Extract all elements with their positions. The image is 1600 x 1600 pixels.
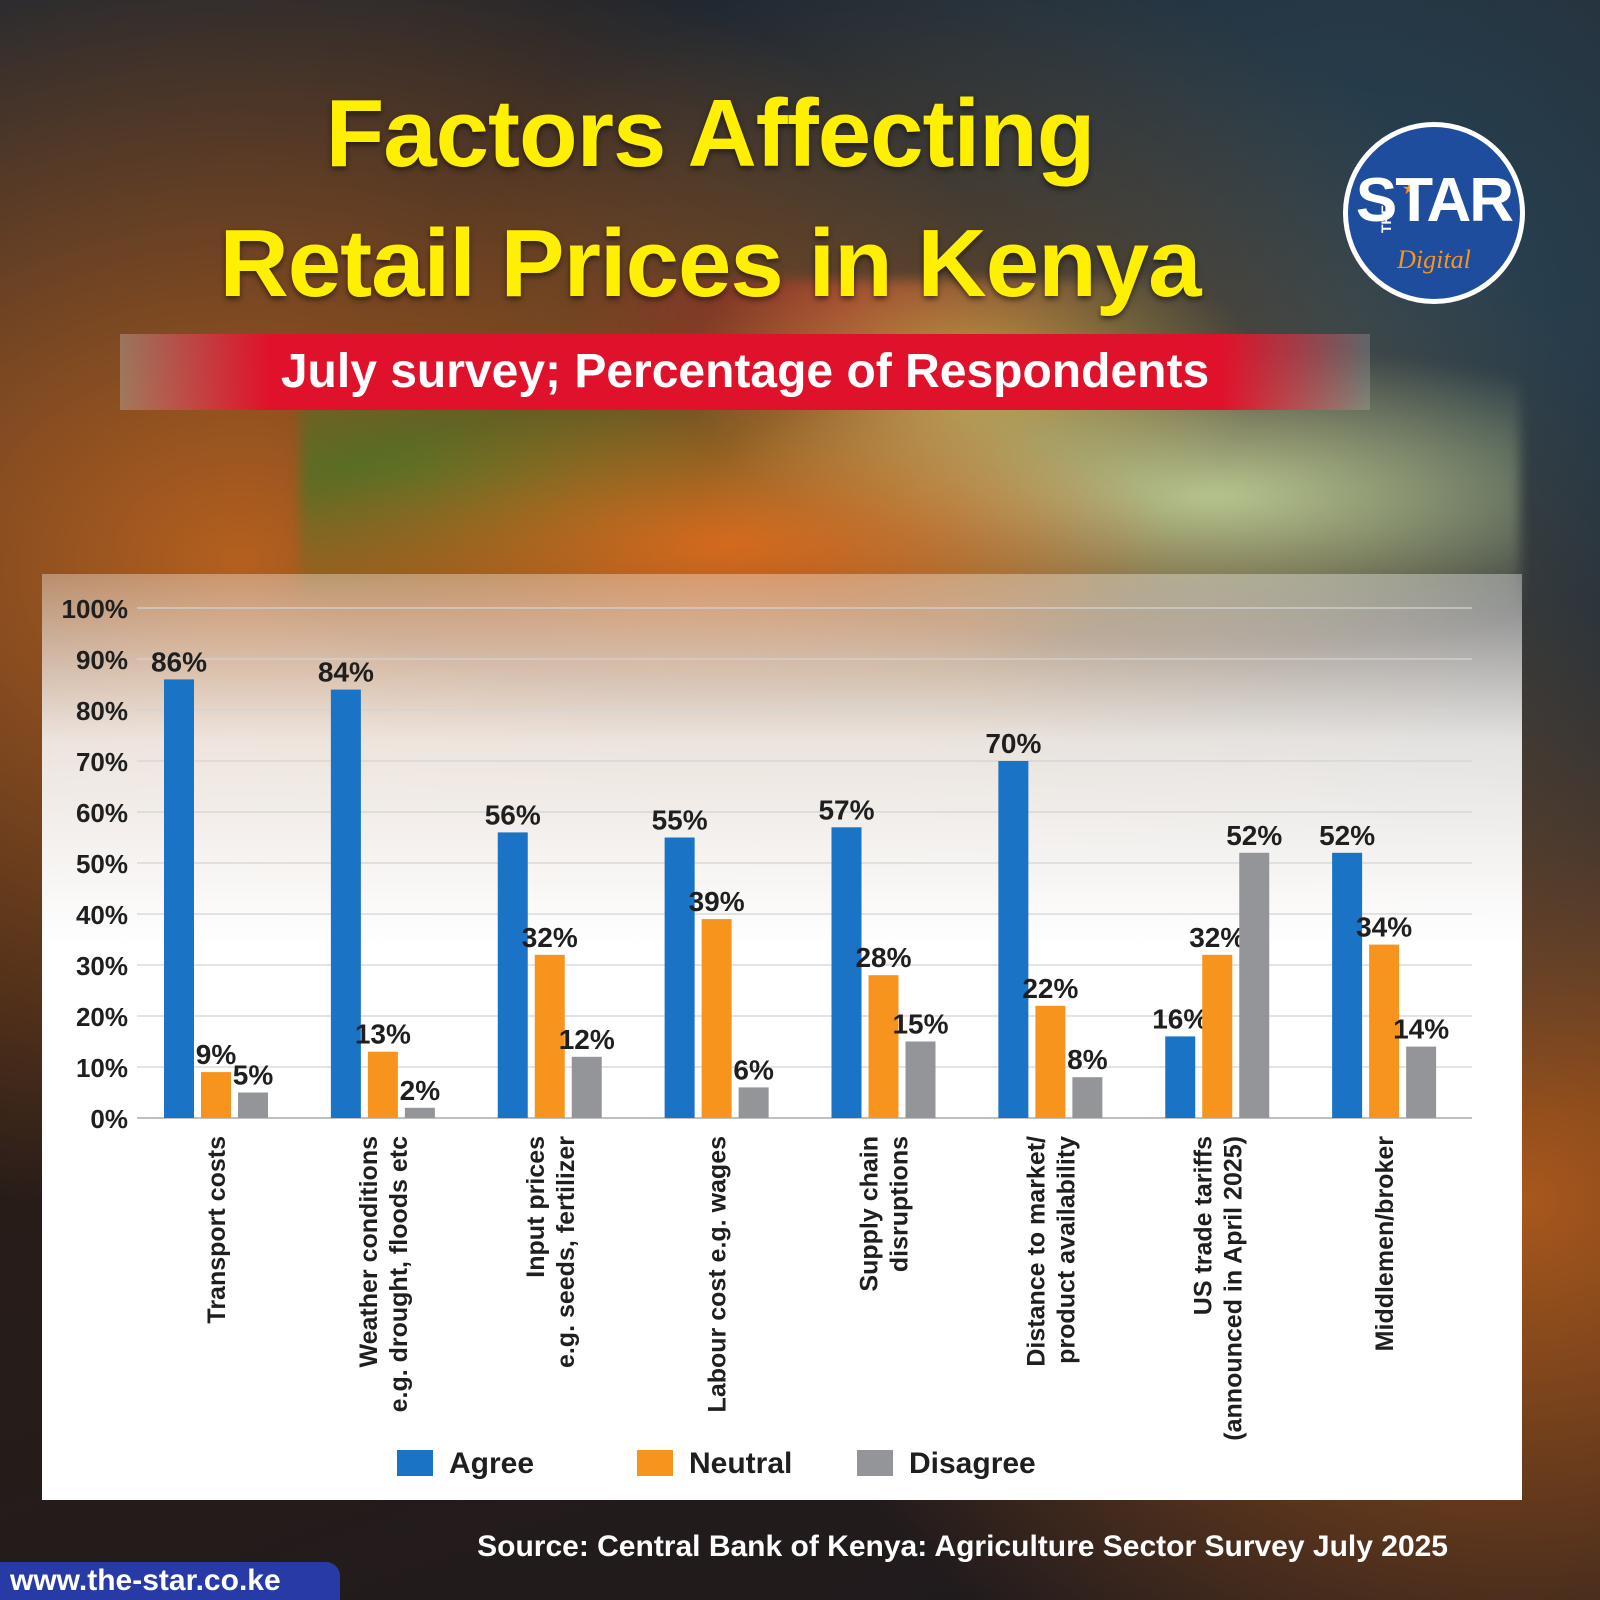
data-label: 9%: [196, 1039, 237, 1070]
bar-neutral: [868, 975, 899, 1118]
x-category-label: Input prices: [522, 1136, 550, 1278]
legend-label-agree: Agree: [449, 1447, 534, 1480]
data-label: 16%: [1152, 1003, 1208, 1034]
bar-disagree: [1072, 1077, 1103, 1118]
chart-title-line1: Factors Affecting: [325, 80, 1096, 187]
x-category-label: Supply chain: [856, 1136, 884, 1292]
data-label: 52%: [1319, 820, 1375, 851]
data-label: 57%: [818, 794, 874, 825]
y-tick-label: 70%: [76, 747, 128, 777]
data-label: 14%: [1393, 1014, 1449, 1045]
data-label: 28%: [855, 942, 911, 973]
data-label: 84%: [318, 657, 374, 688]
logo-digital-text: Digital: [1397, 245, 1471, 274]
x-category-label: product availability: [1052, 1136, 1080, 1364]
bar-agree: [664, 837, 695, 1118]
data-label: 32%: [522, 922, 578, 953]
y-tick-label: 100%: [62, 594, 129, 624]
bar-neutral: [1369, 944, 1400, 1118]
x-category-label: Middlemen/broker: [1371, 1136, 1399, 1352]
bar-disagree: [571, 1056, 602, 1118]
data-label: 86%: [151, 646, 207, 677]
bar-neutral: [1202, 954, 1233, 1118]
chart-subtitle: July survey; Percentage of Respondents: [280, 345, 1210, 398]
legend-swatch-neutral: [637, 1450, 673, 1476]
bar-disagree: [738, 1087, 769, 1118]
x-category-label: Labour cost e.g. wages: [704, 1136, 732, 1412]
bar-agree: [831, 827, 862, 1118]
legend-label-neutral: Neutral: [689, 1447, 792, 1480]
data-label: 34%: [1356, 912, 1412, 943]
y-tick-label: 90%: [76, 645, 128, 675]
legend-swatch-disagree: [857, 1450, 893, 1476]
x-category-label: Distance to market/: [1022, 1136, 1050, 1367]
data-label: 8%: [1067, 1044, 1108, 1075]
bar-agree: [164, 679, 194, 1118]
logo-star-icon: ★: [1402, 181, 1417, 198]
data-label: 5%: [233, 1060, 274, 1091]
bar-agree: [497, 832, 528, 1118]
bar-neutral: [534, 954, 565, 1118]
bar-agree: [998, 761, 1029, 1118]
data-label: 39%: [689, 886, 745, 917]
x-category-label: US trade tariffs: [1189, 1136, 1217, 1315]
data-label: 22%: [1022, 973, 1078, 1004]
bar-neutral: [1035, 1005, 1066, 1118]
data-label: 15%: [892, 1009, 948, 1040]
bar-disagree: [238, 1092, 268, 1118]
bar-agree: [1332, 852, 1363, 1118]
y-tick-label: 80%: [76, 696, 128, 726]
y-tick-label: 50%: [76, 849, 128, 879]
bar-neutral: [367, 1051, 398, 1118]
bar-disagree: [404, 1107, 435, 1118]
x-category-label: disruptions: [886, 1136, 914, 1272]
x-category-label: Transport costs: [203, 1136, 231, 1324]
legend-label-disagree: Disagree: [909, 1447, 1036, 1480]
data-label: 32%: [1189, 922, 1245, 953]
subtitle-band: [120, 334, 1370, 410]
data-label: 55%: [652, 805, 708, 836]
legend-swatch-agree: [397, 1450, 433, 1476]
data-label: 56%: [485, 799, 541, 830]
data-label: 70%: [985, 728, 1041, 759]
y-tick-label: 20%: [76, 1002, 128, 1032]
data-label: 52%: [1226, 820, 1282, 851]
x-category-label: e.g. seeds, fertilizer: [552, 1136, 580, 1368]
bar-chart: 0% 10% 20% 30% 40% 50% 60% 70% 80% 90% 100% 86% 84% 5…: [62, 594, 1472, 1480]
y-tick-label: 40%: [76, 900, 128, 930]
x-category-label: e.g. drought, floods etc: [385, 1136, 413, 1412]
bar-agree: [1165, 1036, 1196, 1118]
x-category-label: (announced in April 2025): [1219, 1136, 1247, 1441]
logo-star-text: STAR: [1355, 166, 1514, 235]
bar-disagree: [905, 1041, 936, 1118]
data-label: 13%: [355, 1019, 411, 1050]
bar-disagree: [1406, 1046, 1437, 1118]
y-tick-label: 10%: [76, 1053, 128, 1083]
source-note: Source: Central Bank of Kenya: Agricultu…: [477, 1530, 1448, 1563]
y-tick-label: 30%: [76, 951, 128, 981]
the-star-digital-logo: THE ★ STAR Digital: [1343, 122, 1525, 304]
bar-neutral: [701, 919, 732, 1118]
data-label: 2%: [400, 1075, 441, 1106]
chart-panel: 0% 10% 20% 30% 40% 50% 60% 70% 80% 90% 100% 86% 84% 5…: [42, 574, 1522, 1500]
data-label: 12%: [559, 1024, 615, 1055]
website-link[interactable]: www.the-star.co.ke: [10, 1564, 281, 1597]
url-tab: [0, 1562, 340, 1600]
y-tick-label: 60%: [76, 798, 128, 828]
bar-neutral: [201, 1072, 231, 1118]
chart-title-line2: Retail Prices in Kenya: [219, 210, 1201, 317]
y-tick-label: 0%: [90, 1104, 128, 1134]
bar-disagree: [1239, 852, 1270, 1118]
bar-agree: [330, 689, 361, 1118]
x-category-label: Weather conditions: [355, 1136, 383, 1368]
data-label: 6%: [733, 1054, 774, 1085]
